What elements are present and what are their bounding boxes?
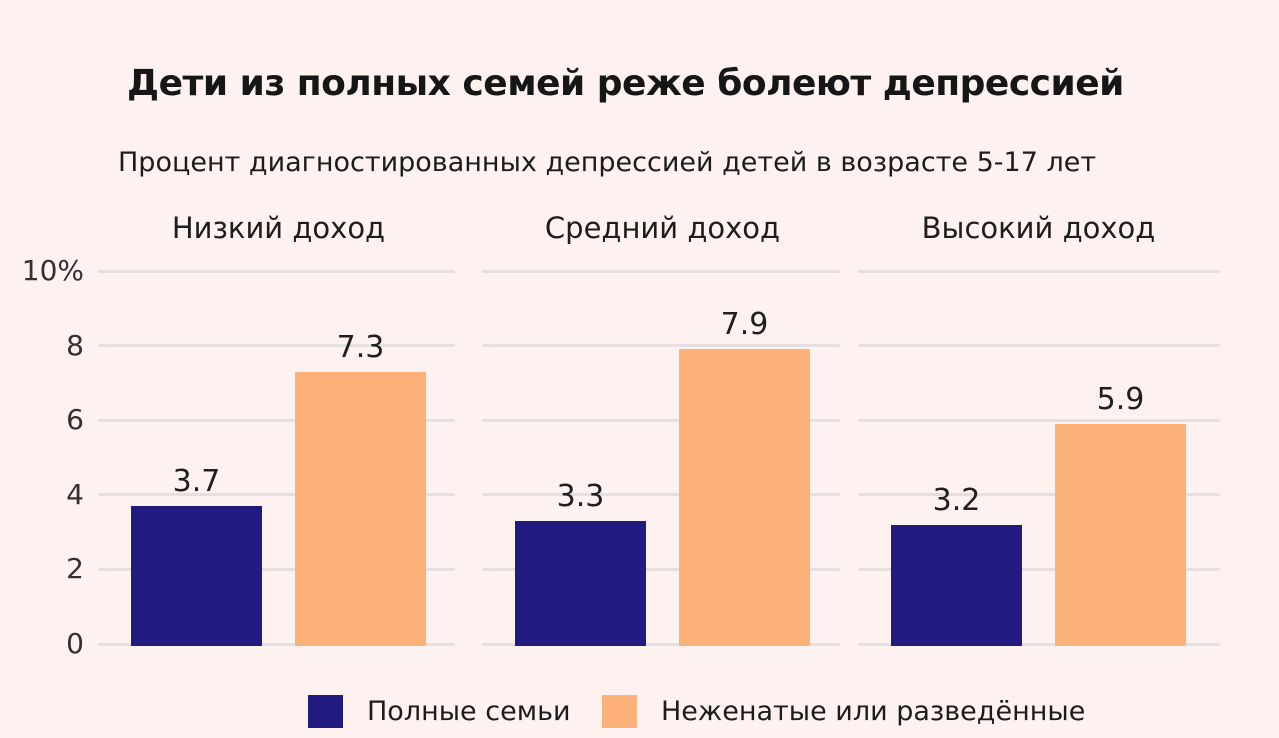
panel-label-high-income: Высокий доход bbox=[921, 211, 1156, 245]
y-axis-label: 10% bbox=[21, 254, 84, 287]
bar-value-label: 3.2 bbox=[932, 482, 981, 518]
bar-value-label: 7.3 bbox=[336, 329, 385, 365]
bar-unmarried-or-divorced-mid-income bbox=[679, 349, 810, 646]
gridline bbox=[98, 344, 455, 348]
y-axis-label: 4 bbox=[66, 477, 84, 511]
bar-value-label: 7.9 bbox=[720, 307, 769, 343]
chart-subtitle: Процент диагностированных депрессией дет… bbox=[118, 147, 1097, 178]
y-axis-label: 0 bbox=[66, 627, 84, 660]
bar-value-label: 3.3 bbox=[556, 478, 605, 514]
gridline bbox=[482, 344, 840, 348]
bar-intact-families-high-income bbox=[891, 524, 1022, 646]
legend-item-intact-families: Полные семьи bbox=[308, 694, 571, 728]
bar-value-label: 5.9 bbox=[1096, 381, 1145, 417]
bar-intact-families-low-income bbox=[131, 505, 262, 646]
gridline bbox=[858, 567, 1220, 571]
legend-swatch-unmarried-or-divorced bbox=[602, 694, 637, 728]
gridline bbox=[482, 642, 840, 646]
y-axis-label: 8 bbox=[66, 328, 84, 362]
y-axis-label: 2 bbox=[66, 552, 84, 586]
bar-intact-families-mid-income bbox=[515, 520, 646, 646]
gridline bbox=[482, 269, 840, 273]
bar-value-label: 3.7 bbox=[172, 463, 221, 499]
gridline bbox=[858, 493, 1220, 497]
legend-item-unmarried-or-divorced: Неженатые или разведённые bbox=[602, 694, 1085, 728]
gridline bbox=[98, 567, 455, 571]
y-axis-label: 6 bbox=[66, 403, 84, 437]
gridline bbox=[482, 567, 840, 571]
gridline bbox=[98, 418, 455, 422]
gridline bbox=[858, 344, 1220, 348]
legend-label: Неженатые или разведённые bbox=[661, 695, 1086, 727]
legend-label: Полные семьи bbox=[367, 695, 571, 727]
bar-unmarried-or-divorced-high-income bbox=[1055, 423, 1186, 646]
gridline bbox=[482, 418, 840, 422]
gridline bbox=[858, 269, 1220, 273]
bar-unmarried-or-divorced-low-income bbox=[295, 371, 426, 646]
chart-title: Дети из полных семей реже болеют депресс… bbox=[127, 63, 1124, 104]
gridline bbox=[858, 642, 1220, 646]
gridline bbox=[98, 269, 455, 273]
panel-label-low-income: Низкий доход bbox=[171, 211, 386, 245]
gridline bbox=[98, 493, 455, 497]
gridline bbox=[858, 418, 1220, 422]
gridline bbox=[482, 493, 840, 497]
gridline bbox=[98, 642, 455, 646]
panel-label-mid-income: Средний доход bbox=[544, 211, 781, 245]
legend-swatch-intact-families bbox=[308, 694, 343, 728]
